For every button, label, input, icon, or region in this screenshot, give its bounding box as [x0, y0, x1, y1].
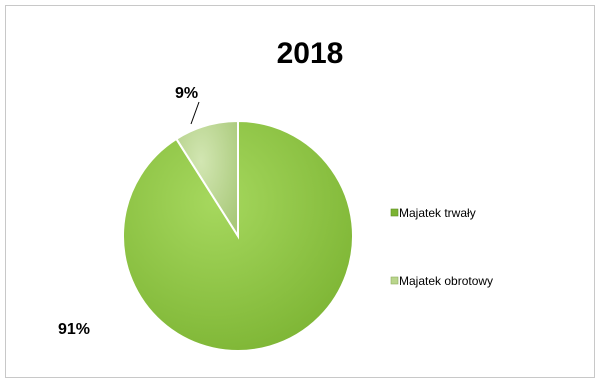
- pie-chart: 2018 9% 91% Majatek trwały Majatek obrot…: [58, 37, 493, 352]
- legend-swatch-majatek-obrotowy: [390, 276, 399, 285]
- leader-line: [190, 101, 200, 125]
- pie-slice-majatek-obrotowy: [174, 119, 239, 240]
- legend-label-majatek-trwaly: Majatek trwały: [399, 206, 476, 220]
- legend-label-majatek-obrotowy: Majatek obrotowy: [399, 274, 493, 288]
- legend: Majatek trwały Majatek obrotowy: [390, 206, 493, 288]
- legend-swatch-majatek-trwaly: [390, 208, 399, 217]
- chart-title: 2018: [277, 37, 344, 70]
- slice-label-majatek-trwaly: 91%: [58, 321, 90, 338]
- pie-slices: [122, 119, 354, 352]
- slice-label-majatek-obrotowy: 9%: [175, 85, 198, 102]
- chart-frame: 2018 9% 91% Majatek trwały Majatek obrot…: [5, 5, 595, 378]
- legend-item-majatek-obrotowy: Majatek obrotowy: [390, 274, 493, 288]
- legend-item-majatek-trwaly: Majatek trwały: [390, 206, 476, 220]
